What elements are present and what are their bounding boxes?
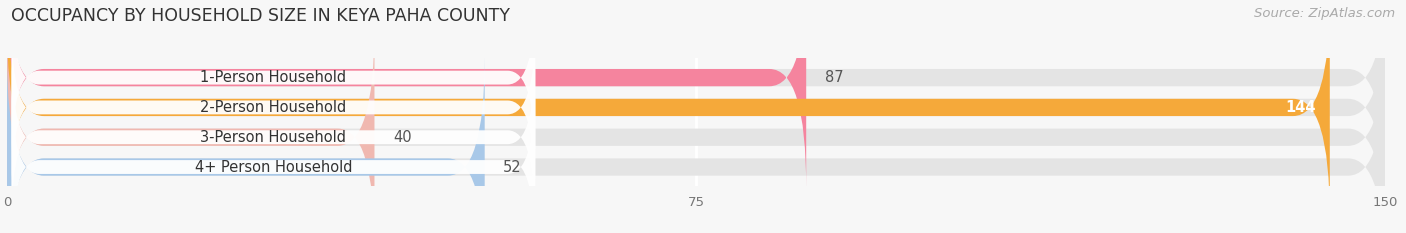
Text: 144: 144 — [1285, 100, 1316, 115]
FancyBboxPatch shape — [11, 25, 536, 190]
FancyBboxPatch shape — [7, 0, 1385, 218]
Text: Source: ZipAtlas.com: Source: ZipAtlas.com — [1254, 7, 1395, 20]
FancyBboxPatch shape — [7, 27, 1385, 233]
FancyBboxPatch shape — [7, 56, 1385, 233]
FancyBboxPatch shape — [7, 0, 1330, 218]
Text: 3-Person Household: 3-Person Household — [201, 130, 346, 145]
FancyBboxPatch shape — [7, 56, 485, 233]
FancyBboxPatch shape — [11, 0, 536, 160]
Text: 40: 40 — [392, 130, 412, 145]
FancyBboxPatch shape — [11, 55, 536, 220]
FancyBboxPatch shape — [7, 0, 1385, 188]
FancyBboxPatch shape — [7, 0, 806, 188]
Text: 4+ Person Household: 4+ Person Household — [194, 160, 352, 175]
Text: OCCUPANCY BY HOUSEHOLD SIZE IN KEYA PAHA COUNTY: OCCUPANCY BY HOUSEHOLD SIZE IN KEYA PAHA… — [11, 7, 510, 25]
Text: 2-Person Household: 2-Person Household — [200, 100, 346, 115]
FancyBboxPatch shape — [11, 85, 536, 233]
Text: 87: 87 — [824, 70, 844, 85]
FancyBboxPatch shape — [7, 27, 374, 233]
Text: 52: 52 — [503, 160, 522, 175]
Text: 1-Person Household: 1-Person Household — [201, 70, 346, 85]
